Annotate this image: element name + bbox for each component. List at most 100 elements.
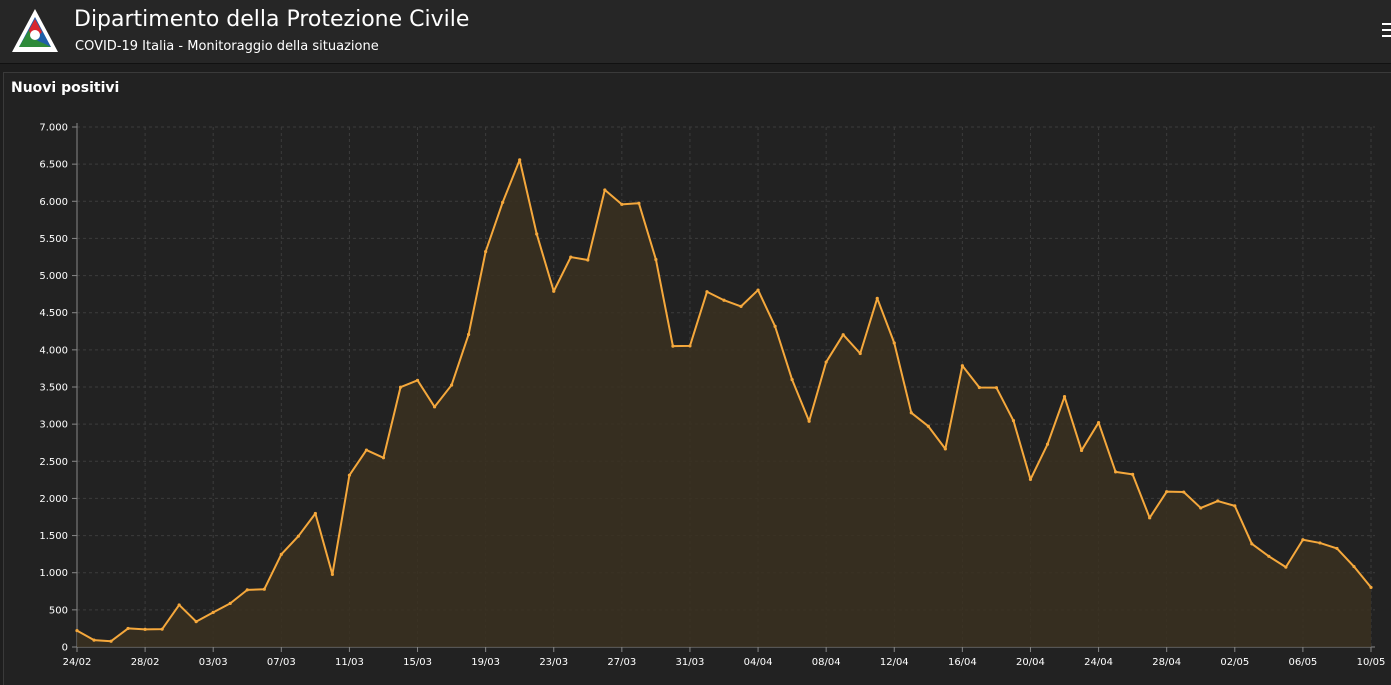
data-point — [1028, 477, 1033, 482]
data-point — [552, 289, 556, 293]
x-tick-label: 07/03 — [267, 657, 296, 668]
data-point — [364, 448, 369, 452]
x-tick-label: 19/03 — [471, 657, 500, 668]
x-tick-label: 08/04 — [812, 657, 841, 668]
data-point — [586, 258, 590, 262]
data-point — [1301, 538, 1305, 542]
data-point — [194, 619, 198, 624]
data-point — [1318, 541, 1322, 545]
x-tick-label: 04/04 — [744, 657, 773, 668]
data-point — [603, 188, 607, 192]
data-point — [654, 257, 658, 262]
data-point — [620, 202, 624, 206]
data-point — [449, 383, 454, 387]
data-point — [330, 572, 334, 577]
data-point — [143, 627, 147, 631]
data-point — [501, 200, 505, 204]
chart-panel: Nuovi positivi 0 500 1.000 1.500 2.000 2.500 3… — [3, 72, 1391, 685]
series-area — [77, 159, 1371, 647]
x-tick-label: 06/05 — [1288, 657, 1317, 668]
chart-title: Nuovi positivi — [11, 80, 120, 96]
x-tick-label: 12/04 — [880, 657, 909, 668]
data-point — [994, 386, 999, 390]
x-tick-label: 28/04 — [1152, 657, 1181, 668]
data-point — [1114, 470, 1118, 474]
data-point — [671, 344, 675, 348]
data-point — [92, 638, 96, 642]
x-tick-label: 24/02 — [63, 657, 92, 668]
hamburger-menu-icon[interactable] — [1382, 23, 1391, 37]
x-tick-label: 11/03 — [335, 657, 364, 668]
x-tick-label: 24/04 — [1084, 657, 1113, 668]
data-point — [858, 351, 862, 356]
y-tick-label: 3.000 — [39, 420, 68, 431]
x-tick-label: 02/05 — [1220, 657, 1249, 668]
data-point — [228, 601, 232, 605]
y-tick-label: 0 — [62, 643, 68, 654]
y-tick-label: 3.500 — [39, 383, 68, 394]
data-point — [960, 364, 964, 368]
data-point — [773, 324, 777, 328]
x-tick-label: 28/02 — [131, 657, 160, 668]
data-point — [1199, 506, 1203, 510]
data-point — [279, 552, 283, 556]
data-point — [1131, 472, 1135, 476]
data-point — [262, 587, 266, 591]
app-subtitle: COVID-19 Italia - Monitoraggio della sit… — [75, 39, 379, 54]
data-point — [415, 378, 420, 382]
data-point — [535, 232, 539, 236]
data-point — [705, 290, 709, 294]
y-tick-label: 500 — [49, 605, 68, 616]
y-tick-label: 1.000 — [39, 568, 68, 579]
data-point — [1011, 419, 1016, 423]
data-point — [1045, 442, 1050, 446]
data-point — [790, 378, 794, 382]
data-point — [518, 158, 522, 162]
data-point — [1148, 516, 1152, 520]
data-point — [909, 411, 913, 415]
data-point — [569, 255, 573, 259]
data-point — [296, 534, 300, 538]
data-point — [245, 588, 249, 592]
data-point — [943, 447, 947, 451]
y-tick-label: 6.500 — [39, 160, 68, 171]
data-point — [1335, 546, 1339, 551]
data-point — [1352, 564, 1356, 569]
x-tick-label: 10/05 — [1357, 657, 1386, 668]
data-point — [432, 405, 437, 409]
data-point — [807, 419, 811, 423]
data-point — [1284, 565, 1288, 569]
protezione-civile-logo — [12, 9, 58, 52]
data-point — [756, 288, 760, 292]
data-point — [1233, 504, 1237, 508]
data-point — [1216, 499, 1220, 503]
data-point — [841, 333, 845, 337]
data-point — [126, 626, 130, 631]
data-point — [739, 304, 743, 308]
data-point — [637, 201, 641, 205]
data-point — [926, 424, 930, 428]
data-point — [688, 344, 692, 348]
data-point — [1250, 542, 1254, 546]
data-point — [109, 639, 113, 643]
data-point — [824, 360, 828, 364]
x-tick-label: 16/04 — [948, 657, 977, 668]
data-point — [160, 627, 164, 631]
data-point — [875, 296, 879, 300]
new-positives-chart: 0 500 1.000 1.500 2.000 2.500 3.000 3.500 4.000 4… — [39, 123, 1386, 669]
x-tick-label: 27/03 — [607, 657, 636, 668]
x-tick-label: 20/04 — [1016, 657, 1045, 668]
y-tick-label: 5.500 — [39, 234, 68, 245]
data-point — [347, 473, 352, 477]
data-point — [977, 385, 981, 390]
y-tick-label: 4.000 — [39, 345, 68, 356]
data-point — [1062, 395, 1067, 399]
x-tick-label: 23/03 — [539, 657, 568, 668]
data-point — [381, 456, 386, 460]
y-tick-label: 4.500 — [39, 308, 68, 319]
data-point — [1165, 490, 1169, 494]
x-tick-label: 15/03 — [403, 657, 432, 668]
data-point — [467, 332, 471, 337]
y-tick-label: 2.000 — [39, 494, 68, 505]
x-tick-label: 31/03 — [676, 657, 705, 668]
